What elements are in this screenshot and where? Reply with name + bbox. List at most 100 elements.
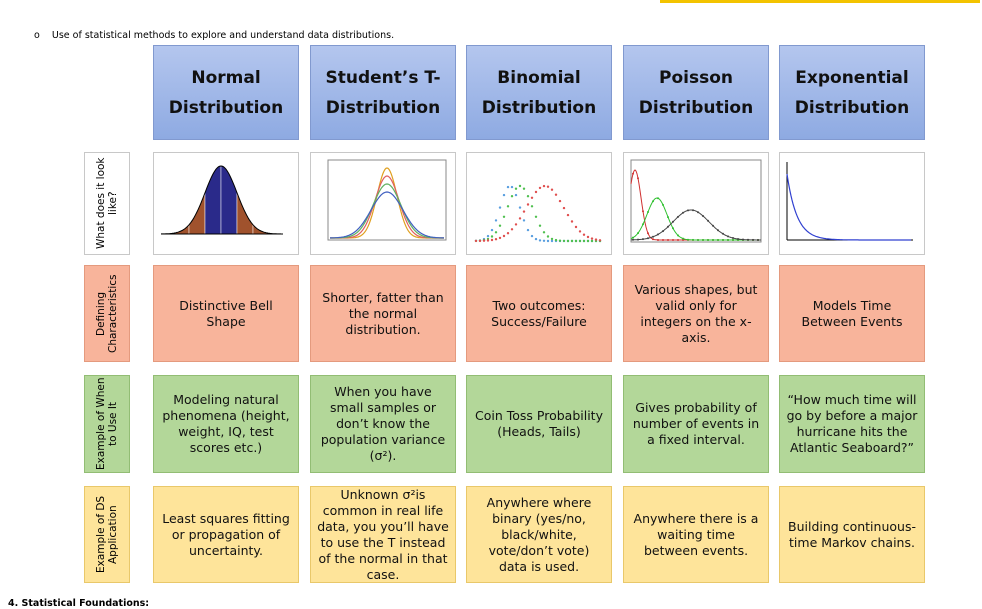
header-line: Normal [191,67,261,88]
plot-shape [590,239,594,243]
plot-shape [631,209,761,241]
plot-shape [647,232,649,235]
plot-shape [722,232,724,235]
plot-shape [672,220,674,223]
plot-shape [510,228,514,231]
plot-shape [632,172,634,175]
plot-shape [727,239,729,241]
plot-shape [570,239,574,243]
plot-shape [554,193,558,196]
plot-shape [490,235,494,238]
plot-shape [752,238,754,241]
plot-shape [637,232,639,235]
plot [474,184,602,243]
cell: “How much time will go by before a major… [779,375,925,473]
row-label-text: What does it look like? [95,157,119,250]
plot-shape [570,220,574,223]
bullet-text: Use of statistical methods to explore an… [51,30,395,41]
plot-shape [712,239,714,241]
plot-shape [506,205,510,208]
plot-shape [566,213,570,217]
plot-shape [204,165,222,235]
plot-shape [490,228,494,232]
row-label: Example of When to Use It [84,375,130,473]
plot-shape [534,190,538,194]
plot-shape [677,239,679,241]
plot-shape [737,238,739,240]
plot-shape [534,215,538,218]
column-header: Student’s T- Distribution [310,45,456,140]
plot-shape [702,215,704,217]
plot-shape [506,232,510,235]
plot-shape [642,238,644,241]
plot-shape [586,235,590,239]
plot-shape [786,173,911,241]
plot-shape [534,237,538,241]
plot-shape [546,239,550,243]
plot-shape [542,184,546,188]
plot-shape [682,237,684,240]
plot-shape [498,206,502,209]
plot-shape [667,239,669,241]
plot-shape [161,165,281,235]
cell: Two outcomes: Success/Failure [466,265,612,362]
plot-shape [478,239,482,243]
plot-shape [327,159,447,241]
plot-shape [697,239,699,241]
plot-shape [526,203,530,206]
plot-shape [662,230,664,233]
plot-shape [732,237,734,239]
plot-shape [546,235,550,238]
plot-shape [490,238,494,242]
plot-shape [590,237,594,240]
plot-shape [647,211,649,213]
header-line: Binomial [497,67,581,88]
plot-cell [779,152,925,255]
plot-shape [330,191,444,239]
plot-shape [574,239,578,243]
header-line: Distribution [168,97,284,118]
plot-shape [514,187,518,190]
plot-shape [502,234,506,238]
plot-shape [330,183,444,239]
plot-shape [558,199,562,203]
plot-shape [330,175,444,239]
plot-shape [697,211,699,214]
plot-shape [586,239,590,243]
plot-shape [747,238,749,241]
plot-shape [672,239,674,241]
cell: Modeling natural phenomena (height, weig… [153,375,299,473]
plot-shape [542,239,546,242]
column-header: Binomial Distribution [466,45,612,140]
plot-shape [657,233,659,236]
header-line: Distribution [325,97,441,118]
plot-shape [486,239,490,242]
cell: Unknown σ²is common in real life data, y… [310,486,456,583]
plot-shape [510,195,514,198]
plot-shape [330,167,444,239]
plot-shape [652,235,654,238]
plot-shape [598,239,602,242]
plot-shape [522,210,526,213]
plot-shape [578,230,582,233]
header-line: Student’s T- [325,67,441,88]
plot-shape [594,238,598,241]
top-bar [660,0,980,3]
plot-shape [498,224,502,227]
cell: Anywhere where binary (yes/no, black/whi… [466,486,612,583]
cell: Gives probability of number of events in… [623,375,769,473]
plot-shape [574,225,578,229]
plot-shape [652,238,654,241]
plot-shape [530,205,534,208]
plot-shape [530,196,534,199]
plot-shape [526,228,530,232]
row-label: What does it look like? [84,152,130,255]
header-line: Distribution [638,97,754,118]
plot-shape [522,187,526,190]
plot-shape [642,210,644,213]
cell: Coin Toss Probability (Heads, Tails) [466,375,612,473]
plot-shape [667,225,669,228]
plot-shape [554,238,558,242]
plot-shape [582,233,586,236]
